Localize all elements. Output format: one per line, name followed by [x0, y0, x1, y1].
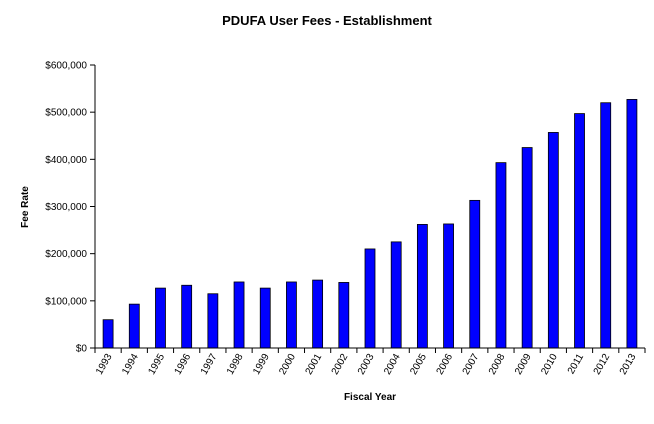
x-tick-label: 2000 — [277, 352, 298, 377]
x-tick-label: 2011 — [566, 352, 586, 377]
bar-2013 — [626, 99, 638, 349]
y-tick-label: $600,000 — [45, 61, 87, 72]
y-tick-label: $300,000 — [45, 202, 87, 213]
bar-1997 — [207, 293, 219, 349]
x-tick-label: 2010 — [539, 352, 560, 377]
y-tick-label: $400,000 — [45, 155, 87, 166]
bar-2007 — [469, 199, 481, 349]
y-axis-ticks: $0 $100,000 $200,000 $300,000 $400,000 $500,0… — [45, 61, 95, 355]
x-tick-label: 2008 — [487, 352, 508, 377]
x-tick-label: 2013 — [618, 352, 639, 377]
bar-1999 — [259, 287, 271, 349]
x-tick-label: 2004 — [382, 352, 403, 377]
bar-1994 — [128, 303, 140, 349]
y-axis-title: Fee Rate — [20, 186, 31, 228]
bar-2003 — [364, 248, 376, 349]
bar-2012 — [600, 102, 612, 349]
x-axis-ticks: 1993 1994 1995 1996 1997 1998 1999 2000 2001 2002… — [94, 348, 646, 377]
bar-2002 — [338, 282, 350, 349]
x-tick-label: 1998 — [225, 352, 246, 377]
bar-1993 — [102, 319, 114, 349]
bar-2004 — [390, 241, 402, 349]
x-tick-label: 1993 — [94, 352, 115, 377]
x-tick-label: 2006 — [435, 352, 456, 377]
bar-1998 — [233, 281, 245, 349]
y-tick-label: $500,000 — [45, 108, 87, 119]
x-tick-label: 2003 — [356, 352, 377, 377]
x-tick-label: 2007 — [461, 352, 482, 377]
bar-2005 — [416, 224, 428, 349]
bar-2000 — [286, 281, 297, 349]
x-tick-label: 2005 — [408, 352, 429, 377]
bar-2009 — [521, 147, 533, 349]
x-tick-label: 2009 — [513, 352, 534, 377]
x-tick-label: 1994 — [120, 352, 141, 377]
y-tick-label: $100,000 — [45, 296, 87, 307]
y-tick-label: $200,000 — [45, 249, 87, 260]
x-tick-label: 1995 — [146, 352, 167, 377]
bar-2006 — [443, 223, 454, 349]
chart-title: PDUFA User Fees - Establishment — [222, 13, 432, 28]
bar-2011 — [574, 113, 585, 349]
x-tick-label: 1996 — [173, 352, 194, 377]
bars — [102, 99, 638, 349]
bar-1995 — [155, 287, 166, 349]
bar-1996 — [181, 284, 193, 349]
bar-2010 — [547, 132, 559, 349]
x-tick-label: 2002 — [330, 352, 351, 377]
bar-2008 — [495, 162, 507, 349]
y-tick-label: $0 — [76, 344, 88, 355]
x-tick-label: 1997 — [199, 352, 220, 377]
x-tick-label: 1999 — [251, 352, 272, 377]
x-tick-label: 2001 — [304, 352, 325, 377]
bar-2001 — [312, 279, 324, 349]
x-tick-label: 2012 — [592, 352, 613, 377]
x-axis-title: Fiscal Year — [344, 392, 396, 403]
